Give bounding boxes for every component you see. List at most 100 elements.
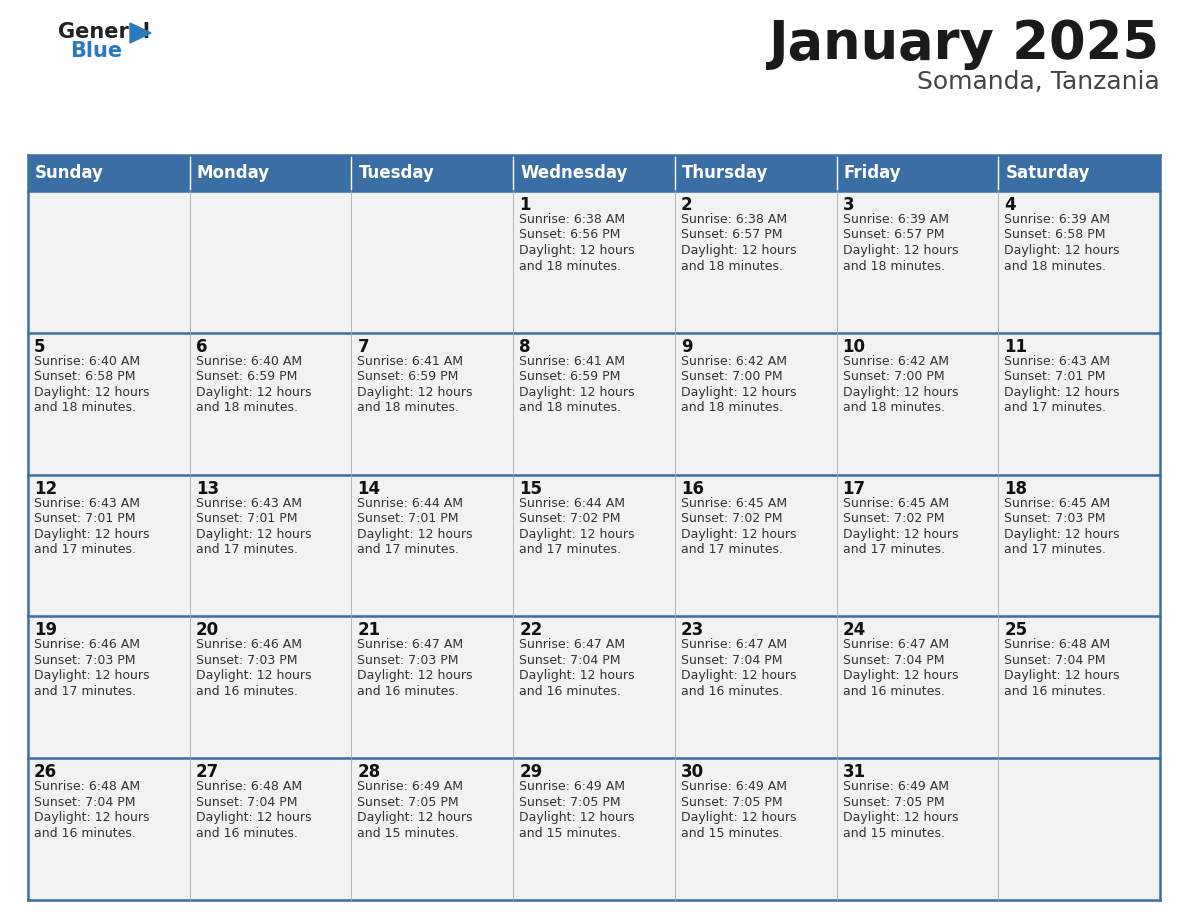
Text: 8: 8 <box>519 338 531 356</box>
Bar <box>190 475 352 616</box>
Bar <box>29 155 190 191</box>
Bar <box>29 758 190 900</box>
Text: and 18 minutes.: and 18 minutes. <box>842 401 944 414</box>
Bar <box>513 616 675 758</box>
Bar <box>352 155 513 191</box>
Bar <box>190 191 352 333</box>
Text: 2: 2 <box>681 196 693 214</box>
Text: Sunset: 6:58 PM: Sunset: 6:58 PM <box>1004 229 1106 241</box>
Text: Daylight: 12 hours: Daylight: 12 hours <box>1004 528 1120 541</box>
Text: and 15 minutes.: and 15 minutes. <box>519 827 621 840</box>
Text: Sunset: 6:59 PM: Sunset: 6:59 PM <box>519 370 620 384</box>
Text: Sunrise: 6:45 AM: Sunrise: 6:45 AM <box>681 497 786 509</box>
Text: Sunset: 7:01 PM: Sunset: 7:01 PM <box>34 512 135 525</box>
Text: Sunset: 7:04 PM: Sunset: 7:04 PM <box>34 796 135 809</box>
Text: and 15 minutes.: and 15 minutes. <box>358 827 460 840</box>
Bar <box>513 191 675 333</box>
Text: Daylight: 12 hours: Daylight: 12 hours <box>34 812 150 824</box>
Text: 18: 18 <box>1004 479 1028 498</box>
Bar <box>190 616 352 758</box>
Text: Sunrise: 6:49 AM: Sunrise: 6:49 AM <box>358 780 463 793</box>
Text: Tuesday: Tuesday <box>359 164 435 182</box>
Text: and 16 minutes.: and 16 minutes. <box>196 827 297 840</box>
Text: Daylight: 12 hours: Daylight: 12 hours <box>681 528 796 541</box>
Text: Daylight: 12 hours: Daylight: 12 hours <box>196 528 311 541</box>
Text: 17: 17 <box>842 479 866 498</box>
Text: Sunrise: 6:47 AM: Sunrise: 6:47 AM <box>842 638 949 652</box>
Text: Sunrise: 6:48 AM: Sunrise: 6:48 AM <box>1004 638 1111 652</box>
Text: Sunrise: 6:43 AM: Sunrise: 6:43 AM <box>1004 354 1111 368</box>
Text: Daylight: 12 hours: Daylight: 12 hours <box>681 386 796 398</box>
Bar <box>998 475 1159 616</box>
Text: Sunrise: 6:45 AM: Sunrise: 6:45 AM <box>1004 497 1111 509</box>
Text: January 2025: January 2025 <box>769 18 1159 70</box>
Text: Sunrise: 6:44 AM: Sunrise: 6:44 AM <box>519 497 625 509</box>
Text: and 18 minutes.: and 18 minutes. <box>358 401 460 414</box>
Text: and 15 minutes.: and 15 minutes. <box>681 827 783 840</box>
Text: Daylight: 12 hours: Daylight: 12 hours <box>842 669 958 682</box>
Bar <box>29 191 190 333</box>
Text: Sunset: 7:01 PM: Sunset: 7:01 PM <box>196 512 297 525</box>
Text: 30: 30 <box>681 763 704 781</box>
Text: Daylight: 12 hours: Daylight: 12 hours <box>358 528 473 541</box>
Text: Daylight: 12 hours: Daylight: 12 hours <box>196 669 311 682</box>
Text: and 18 minutes.: and 18 minutes. <box>519 260 621 273</box>
Text: 14: 14 <box>358 479 380 498</box>
Text: and 17 minutes.: and 17 minutes. <box>34 685 135 698</box>
Bar <box>190 333 352 475</box>
Text: Daylight: 12 hours: Daylight: 12 hours <box>196 812 311 824</box>
Text: Daylight: 12 hours: Daylight: 12 hours <box>519 812 634 824</box>
Text: Daylight: 12 hours: Daylight: 12 hours <box>34 528 150 541</box>
Text: Daylight: 12 hours: Daylight: 12 hours <box>519 244 634 257</box>
Text: Daylight: 12 hours: Daylight: 12 hours <box>519 669 634 682</box>
Text: and 15 minutes.: and 15 minutes. <box>842 827 944 840</box>
Text: Sunrise: 6:46 AM: Sunrise: 6:46 AM <box>196 638 302 652</box>
Text: Sunrise: 6:39 AM: Sunrise: 6:39 AM <box>1004 213 1111 226</box>
Bar <box>29 333 190 475</box>
Text: and 16 minutes.: and 16 minutes. <box>358 685 460 698</box>
Text: Daylight: 12 hours: Daylight: 12 hours <box>842 528 958 541</box>
Text: Daylight: 12 hours: Daylight: 12 hours <box>681 244 796 257</box>
Text: and 16 minutes.: and 16 minutes. <box>196 685 297 698</box>
Text: 23: 23 <box>681 621 704 640</box>
Text: Sunrise: 6:41 AM: Sunrise: 6:41 AM <box>358 354 463 368</box>
Text: Sunset: 7:04 PM: Sunset: 7:04 PM <box>681 654 783 666</box>
Bar <box>190 758 352 900</box>
Text: 7: 7 <box>358 338 369 356</box>
Text: Sunrise: 6:44 AM: Sunrise: 6:44 AM <box>358 497 463 509</box>
Text: and 16 minutes.: and 16 minutes. <box>34 827 135 840</box>
Text: Sunrise: 6:47 AM: Sunrise: 6:47 AM <box>358 638 463 652</box>
Bar <box>29 475 190 616</box>
Text: Daylight: 12 hours: Daylight: 12 hours <box>358 386 473 398</box>
Text: Sunrise: 6:42 AM: Sunrise: 6:42 AM <box>681 354 786 368</box>
Text: Sunrise: 6:43 AM: Sunrise: 6:43 AM <box>196 497 302 509</box>
Bar <box>513 333 675 475</box>
Bar <box>190 155 352 191</box>
Text: 13: 13 <box>196 479 219 498</box>
Text: Daylight: 12 hours: Daylight: 12 hours <box>842 386 958 398</box>
Text: 29: 29 <box>519 763 543 781</box>
Text: Daylight: 12 hours: Daylight: 12 hours <box>681 812 796 824</box>
Polygon shape <box>129 23 151 43</box>
Text: Sunset: 7:02 PM: Sunset: 7:02 PM <box>842 512 944 525</box>
Text: Sunrise: 6:47 AM: Sunrise: 6:47 AM <box>519 638 625 652</box>
Text: 22: 22 <box>519 621 543 640</box>
Text: Sunset: 6:56 PM: Sunset: 6:56 PM <box>519 229 620 241</box>
Text: Sunrise: 6:43 AM: Sunrise: 6:43 AM <box>34 497 140 509</box>
Text: and 18 minutes.: and 18 minutes. <box>842 260 944 273</box>
Text: Sunrise: 6:48 AM: Sunrise: 6:48 AM <box>34 780 140 793</box>
Bar <box>836 155 998 191</box>
Bar <box>352 191 513 333</box>
Text: 19: 19 <box>34 621 57 640</box>
Text: Daylight: 12 hours: Daylight: 12 hours <box>358 812 473 824</box>
Text: and 16 minutes.: and 16 minutes. <box>842 685 944 698</box>
Text: Sunrise: 6:46 AM: Sunrise: 6:46 AM <box>34 638 140 652</box>
Bar <box>836 758 998 900</box>
Text: Blue: Blue <box>70 41 122 61</box>
Text: Sunrise: 6:40 AM: Sunrise: 6:40 AM <box>196 354 302 368</box>
Text: Monday: Monday <box>197 164 270 182</box>
Bar <box>675 155 836 191</box>
Text: Daylight: 12 hours: Daylight: 12 hours <box>519 386 634 398</box>
Bar <box>29 616 190 758</box>
Text: Sunset: 7:03 PM: Sunset: 7:03 PM <box>358 654 459 666</box>
